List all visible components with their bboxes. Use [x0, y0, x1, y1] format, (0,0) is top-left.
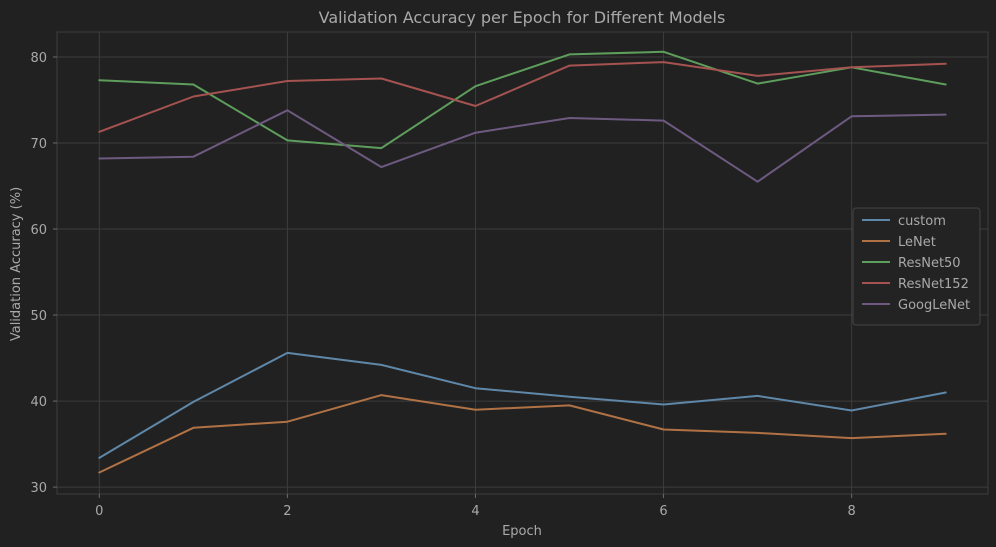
y-tick-label: 80 [30, 51, 47, 66]
x-tick-label: 8 [848, 504, 856, 519]
y-axis-title: Validation Accuracy (%) [9, 187, 24, 341]
y-tick-label: 70 [30, 137, 47, 152]
legend-label: GoogLeNet [898, 298, 970, 313]
series-line-googlenet [98, 109, 947, 183]
legend-box [852, 207, 981, 326]
y-tick-label: 40 [30, 395, 47, 410]
x-tick-label: 2 [283, 504, 291, 519]
legend-label: custom [898, 214, 946, 229]
x-axis-title: Epoch [502, 524, 542, 539]
y-tick-label: 30 [30, 481, 47, 496]
grid [57, 32, 988, 494]
series-line-resnet152 [98, 61, 947, 133]
legend-label: ResNet50 [898, 256, 961, 271]
legend-label: ResNet152 [898, 277, 969, 292]
y-tick-label: 50 [30, 309, 47, 324]
plot-area [56, 31, 989, 495]
y-tick-label: 60 [30, 223, 47, 238]
legend-label: LeNet [898, 235, 936, 250]
axis-ticks: 0 2 4 6 8 30 40 50 60 70 80 [30, 51, 855, 519]
legend: custom LeNet ResNet50 ResNet152 GoogLeNet [852, 207, 981, 326]
series-line-lenet [98, 394, 947, 474]
x-tick-label: 0 [95, 504, 103, 519]
series-line-custom [98, 351, 947, 459]
x-tick-label: 6 [659, 504, 667, 519]
x-tick-label: 4 [471, 504, 479, 519]
series-lines [98, 50, 947, 474]
series-line-resnet50 [98, 50, 947, 150]
chart-title: Validation Accuracy per Epoch for Differ… [319, 8, 726, 27]
